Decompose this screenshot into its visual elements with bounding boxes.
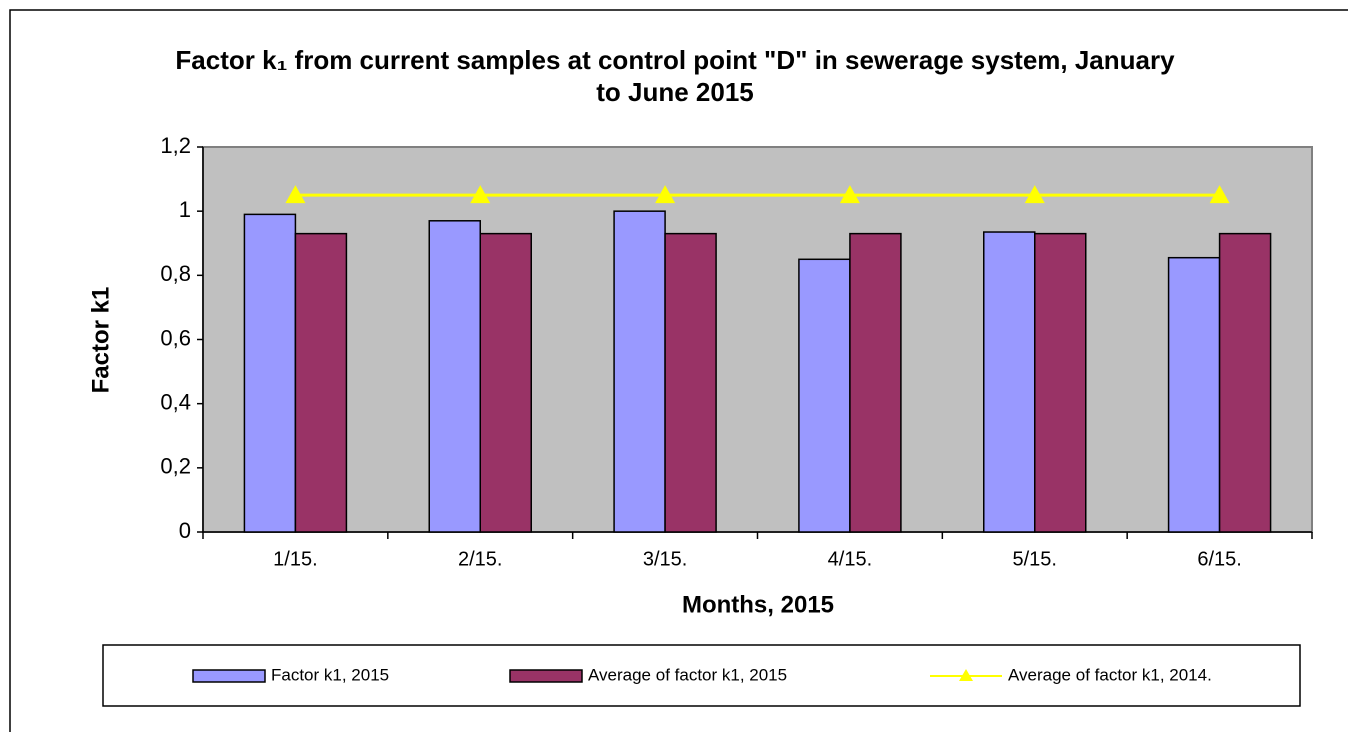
marker bbox=[1024, 185, 1045, 204]
marker bbox=[470, 185, 491, 204]
bar bbox=[1034, 232, 1087, 533]
y-tick-label: 1 bbox=[179, 197, 191, 222]
marker bbox=[839, 185, 860, 204]
x-axis-label: Months, 2015 bbox=[682, 591, 834, 618]
bar bbox=[479, 232, 532, 533]
y-axis-label: Factor k1 bbox=[87, 287, 114, 394]
marker bbox=[1209, 185, 1230, 204]
x-tick-label: 1/15. bbox=[273, 548, 317, 570]
chart-title: Factor k₁ from current samples at contro… bbox=[175, 45, 1175, 107]
legend-label: Average of factor k1, 2015 bbox=[588, 665, 787, 684]
y-tick-label: 0,8 bbox=[160, 261, 191, 286]
bar bbox=[983, 231, 1036, 533]
legend-label: Factor k1, 2015 bbox=[271, 665, 389, 684]
legend-box bbox=[102, 644, 1301, 707]
y-tick-label: 0 bbox=[179, 518, 191, 543]
bar bbox=[613, 210, 666, 533]
bar bbox=[243, 213, 297, 533]
y-tick-label: 1,2 bbox=[160, 133, 191, 158]
y-tick-label: 0,6 bbox=[160, 325, 191, 350]
plot-area bbox=[202, 146, 1313, 533]
bar bbox=[849, 232, 902, 533]
marker bbox=[285, 185, 306, 204]
legend-marker bbox=[959, 669, 973, 681]
x-tick-label: 5/15. bbox=[1013, 548, 1057, 570]
marker bbox=[655, 185, 676, 204]
bar bbox=[798, 258, 851, 533]
bar bbox=[428, 220, 481, 533]
x-tick-label: 6/15. bbox=[1197, 548, 1241, 570]
bar bbox=[664, 232, 717, 533]
legend-swatch bbox=[192, 669, 266, 683]
x-tick-label: 2/15. bbox=[458, 548, 502, 570]
y-tick-label: 0,4 bbox=[160, 389, 191, 414]
bar bbox=[294, 232, 348, 533]
legend-label: Average of factor k1, 2014. bbox=[1008, 665, 1212, 684]
legend-swatch bbox=[509, 669, 583, 683]
x-tick-label: 3/15. bbox=[643, 548, 687, 570]
x-tick-label: 4/15. bbox=[828, 548, 872, 570]
bar bbox=[1167, 256, 1221, 533]
bar bbox=[1218, 232, 1272, 533]
frame bbox=[9, 9, 1348, 732]
y-tick-label: 0,2 bbox=[160, 454, 191, 479]
